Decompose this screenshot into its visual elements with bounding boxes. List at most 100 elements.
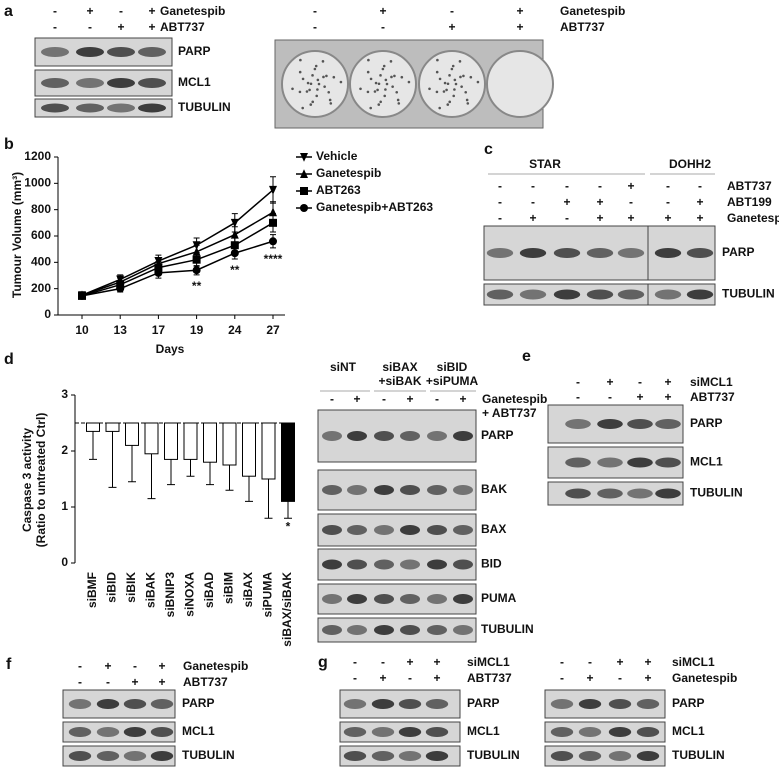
band bbox=[41, 103, 69, 113]
blot-label: TUBULIN bbox=[481, 622, 534, 636]
band bbox=[425, 699, 449, 709]
band bbox=[138, 47, 166, 57]
band bbox=[41, 78, 69, 88]
band bbox=[96, 727, 120, 737]
bar bbox=[125, 422, 139, 446]
band bbox=[374, 559, 394, 570]
legend-label: Ganetespib bbox=[316, 166, 381, 180]
colony bbox=[428, 87, 431, 91]
blot-strip bbox=[544, 745, 666, 767]
blot-strip bbox=[317, 583, 477, 615]
treatment-sign: + bbox=[406, 392, 413, 406]
band bbox=[96, 751, 120, 761]
blot-label: MCL1 bbox=[672, 724, 705, 738]
colony bbox=[465, 98, 469, 102]
band bbox=[427, 625, 447, 635]
legend-marker bbox=[300, 204, 308, 212]
treatment-sign: + bbox=[664, 211, 671, 225]
band bbox=[553, 248, 581, 258]
band bbox=[608, 699, 632, 709]
blot-label: TUBULIN bbox=[467, 748, 520, 762]
colony bbox=[435, 70, 439, 74]
x-tick-label: siBID bbox=[105, 572, 119, 603]
error-bar bbox=[245, 476, 253, 502]
bar bbox=[183, 422, 198, 460]
y-tick-label: 600 bbox=[31, 228, 51, 242]
treatment-sign: - bbox=[608, 390, 612, 404]
blot-label: BAX bbox=[481, 522, 506, 536]
colony bbox=[321, 60, 325, 63]
colony bbox=[381, 67, 385, 71]
condition-label: ABT737 bbox=[727, 179, 772, 193]
series-line bbox=[81, 189, 274, 296]
colony bbox=[317, 82, 321, 86]
band bbox=[322, 485, 342, 495]
blot-label: PARP bbox=[178, 44, 210, 58]
panel-label: e bbox=[522, 348, 531, 365]
treatment-sign: - bbox=[88, 20, 92, 34]
condition-label: ABT737 bbox=[183, 675, 228, 689]
error-bar bbox=[264, 479, 273, 519]
colony bbox=[452, 94, 456, 98]
well bbox=[349, 50, 417, 118]
colony bbox=[379, 74, 382, 77]
colony bbox=[393, 74, 396, 78]
error-bar bbox=[128, 445, 136, 483]
treatment-sign: - bbox=[565, 179, 569, 193]
band bbox=[398, 751, 422, 761]
colony bbox=[366, 70, 370, 74]
colony bbox=[385, 82, 389, 86]
colony bbox=[327, 90, 331, 94]
error-bar bbox=[167, 459, 175, 486]
group-label: DOHH2 bbox=[669, 157, 711, 171]
treatment-sign: + bbox=[627, 211, 634, 225]
condition-label: ABT737 bbox=[690, 390, 735, 404]
colony bbox=[315, 94, 319, 98]
band bbox=[138, 103, 166, 113]
colony bbox=[459, 75, 462, 79]
colony bbox=[309, 82, 313, 86]
colony bbox=[448, 74, 451, 77]
treatment-sign: + bbox=[117, 20, 124, 34]
colony bbox=[462, 74, 465, 78]
treatment-sign: - bbox=[618, 671, 622, 685]
colony bbox=[339, 80, 343, 84]
condition-label: siMCL1 bbox=[467, 655, 510, 669]
treatment-sign: + bbox=[148, 4, 155, 18]
well bbox=[486, 50, 554, 118]
band bbox=[586, 289, 614, 300]
colony bbox=[379, 100, 383, 104]
band bbox=[400, 594, 420, 604]
colony bbox=[299, 58, 302, 62]
band bbox=[627, 457, 653, 468]
treatment-sign: - bbox=[598, 179, 602, 193]
condition-label: siMCL1 bbox=[672, 655, 715, 669]
legend-label: ABT263 bbox=[316, 183, 361, 197]
treatment-sign: - bbox=[435, 392, 439, 406]
band bbox=[150, 751, 174, 761]
blot-label: TUBULIN bbox=[672, 748, 725, 762]
colony bbox=[309, 103, 313, 106]
y-tick-label: 400 bbox=[31, 255, 51, 269]
y-tick-label: 1 bbox=[61, 499, 68, 513]
treatment-sign: - bbox=[560, 655, 564, 669]
error-bar bbox=[186, 459, 195, 477]
band bbox=[123, 699, 147, 709]
colony bbox=[328, 98, 332, 102]
blot-strip bbox=[317, 617, 477, 643]
band bbox=[627, 488, 653, 499]
blot-label: TUBULIN bbox=[722, 287, 775, 301]
blot-label: BID bbox=[481, 557, 502, 571]
treatment-sign: - bbox=[313, 20, 317, 34]
band bbox=[453, 594, 473, 604]
data-point bbox=[78, 291, 86, 300]
band bbox=[347, 485, 367, 495]
bar bbox=[164, 422, 178, 460]
band bbox=[636, 751, 660, 761]
band bbox=[608, 727, 632, 737]
band bbox=[76, 103, 104, 113]
colony bbox=[448, 100, 452, 104]
treatment-sign: - bbox=[313, 4, 317, 18]
colony bbox=[389, 60, 393, 63]
annotation: ** bbox=[230, 263, 240, 277]
